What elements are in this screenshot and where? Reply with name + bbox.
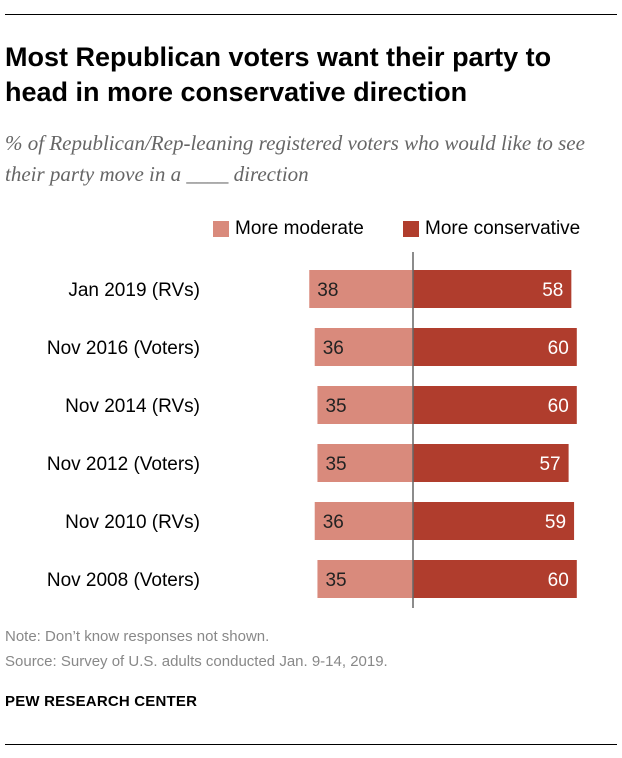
bar-more-moderate	[314, 502, 413, 540]
data-label-conservative: 59	[545, 512, 566, 533]
pew-research-center-logo: PEW RESEARCH CENTER	[5, 693, 198, 710]
bar-more-conservative	[413, 444, 569, 482]
data-label-moderate: 36	[323, 512, 344, 533]
bar-more-moderate	[317, 386, 413, 424]
bar-more-moderate	[317, 560, 413, 598]
bar-more-conservative	[413, 502, 575, 540]
data-label-moderate: 36	[323, 338, 344, 359]
legend-swatch-conservative	[403, 221, 419, 237]
category-label: Nov 2012 (Voters)	[47, 454, 200, 475]
legend-label-conservative: More conservative	[425, 218, 581, 239]
legend-moderate: More moderate	[213, 216, 364, 242]
chart-subtitle: % of Republican/Rep-leaning registered v…	[5, 131, 585, 186]
data-label-conservative: 58	[542, 280, 563, 301]
bar-more-moderate	[309, 270, 413, 308]
bar-more-moderate	[314, 328, 413, 366]
chart-title: Most Republican voters want their party …	[5, 42, 552, 107]
data-label-conservative: 60	[548, 396, 569, 417]
data-label-conservative: 60	[548, 338, 569, 359]
top-rule	[5, 14, 617, 15]
category-label: Nov 2008 (Voters)	[47, 570, 200, 591]
category-label: Nov 2014 (RVs)	[65, 396, 200, 417]
data-label-moderate: 35	[325, 570, 346, 591]
category-label: Nov 2016 (Voters)	[47, 338, 200, 359]
category-label: Jan 2019 (RVs)	[68, 280, 200, 301]
data-label-moderate: 35	[325, 454, 346, 475]
bar-more-conservative	[413, 328, 577, 366]
legend-swatch-moderate	[213, 221, 229, 237]
data-label-moderate: 38	[317, 280, 338, 301]
data-label-moderate: 35	[325, 396, 346, 417]
bar-more-conservative	[413, 560, 577, 598]
data-label-conservative: 60	[548, 570, 569, 591]
source-note: Source: Survey of U.S. adults conducted …	[5, 653, 388, 670]
bar-more-conservative	[413, 270, 572, 308]
data-label-conservative: 57	[539, 454, 560, 475]
legend-label-moderate: More moderate	[235, 218, 364, 239]
bar-more-moderate	[317, 444, 413, 482]
diverging-bar-chart: Jan 2019 (RVs) 38 58 Nov 2016 (Voters) 36 60 N…	[47, 252, 577, 608]
bar-more-conservative	[413, 386, 577, 424]
bottom-rule	[5, 744, 617, 745]
footnote: Note: Don’t know responses not shown.	[5, 628, 270, 645]
category-label: Nov 2010 (RVs)	[65, 512, 200, 533]
legend-conservative: More conservative	[403, 216, 580, 242]
